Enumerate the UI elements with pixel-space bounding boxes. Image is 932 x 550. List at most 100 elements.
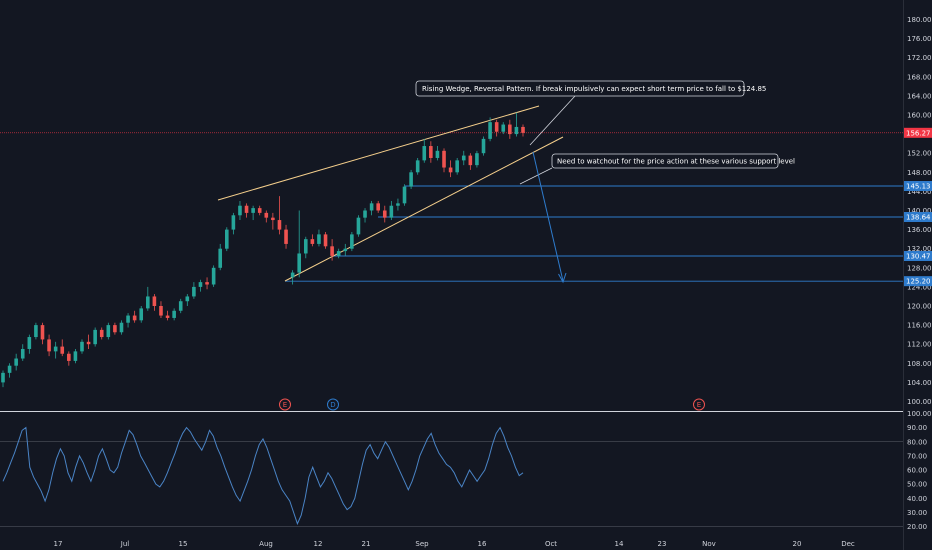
candle-body: [323, 234, 328, 247]
time-tick-label: 23: [658, 540, 667, 548]
rsi-tick-label: 70.00: [907, 452, 927, 460]
candle-body: [442, 150, 446, 168]
candle-body: [34, 325, 38, 338]
candle-body: [224, 229, 229, 249]
price-tick-label: 140.00: [907, 207, 932, 215]
rsi-axis: 100.00 90.00 80.00 70.00 60.00 50.00 40.00 30.0…: [907, 410, 932, 531]
price-badge-label: 145.13: [906, 183, 931, 191]
price-badge: [904, 181, 932, 192]
candle-body: [80, 341, 84, 352]
candle-body: [409, 172, 413, 187]
rsi-tick-label: 40.00: [907, 495, 927, 503]
candle-body: [178, 301, 183, 311]
candle-body: [415, 160, 420, 173]
rsi-line: [2, 426, 524, 526]
candle-body: [330, 246, 334, 256]
support-levels: [0, 132, 903, 282]
candle-body: [264, 212, 269, 218]
candle-body: [514, 126, 519, 135]
rsi-tick-label: 60.00: [907, 467, 927, 475]
candle-body: [455, 160, 459, 173]
candle-body: [205, 282, 209, 285]
candle-body: [429, 146, 433, 158]
time-tick-label: Dec: [841, 540, 855, 548]
candle-body: [139, 308, 144, 321]
candle-body: [53, 346, 58, 352]
rsi-tick-label: 90.00: [907, 424, 927, 432]
projection-arrow: [532, 151, 567, 284]
candle-body: [165, 315, 170, 318]
price-tick-label: 144.00: [907, 188, 932, 196]
candle-body: [146, 296, 150, 309]
candle-body: [481, 138, 486, 154]
rsi-tick-label: 50.00: [907, 481, 927, 489]
candle-body: [521, 126, 525, 133]
price-tick-label: 172.00: [907, 54, 932, 62]
time-tick-label: Jul: [120, 540, 130, 548]
candle-body: [211, 267, 216, 285]
rsi-tick-label: 80.00: [907, 438, 927, 446]
candle-body: [113, 325, 117, 333]
rsi-tick-label: 100.00: [907, 410, 932, 418]
candle-body: [277, 220, 282, 230]
candle-body: [7, 365, 12, 373]
event-marker: [693, 398, 705, 411]
candle-body: [1, 372, 5, 383]
annotation-support-box: [551, 153, 779, 169]
price-tick-label: 124.00: [907, 283, 932, 291]
time-axis: 17 Jul 15 Aug 12 21 Sep 16 Oct 14 23 Nov 20 Dec: [54, 540, 855, 548]
price-tick-label: 148.00: [907, 169, 932, 177]
price-tick-label: 104.00: [907, 379, 932, 387]
price-badge: [904, 251, 932, 262]
candle-body: [422, 146, 427, 161]
price-tick-label: 132.00: [907, 245, 932, 253]
price-tick-label: 152.00: [907, 150, 932, 158]
candle-body: [159, 306, 163, 316]
candle-body: [60, 346, 65, 354]
event-marker: [279, 398, 291, 411]
price-badge-label: 156.27: [906, 129, 931, 137]
candle-body: [218, 248, 223, 268]
time-tick-label: Sep: [415, 540, 429, 548]
candle-body: [402, 186, 407, 204]
price-tick-label: 180.00: [907, 16, 932, 24]
candle-body: [382, 210, 387, 218]
candle-body: [376, 203, 380, 211]
rising-wedge: [217, 105, 564, 282]
candle-body: [67, 353, 71, 361]
candle-body: [27, 337, 32, 349]
candle-body: [448, 167, 453, 173]
candle-body: [132, 315, 137, 321]
wedge-upper-line: [217, 105, 540, 201]
candle-body: [40, 325, 45, 340]
candle-body: [461, 155, 466, 161]
candle-body: [257, 208, 262, 213]
annotation-support-leader: [519, 167, 553, 185]
annotation-wedge[interactable]: Rising Wedge, Reversal Pattern. If break…: [415, 80, 766, 146]
annotation-support[interactable]: Need to watchout for the price action at…: [519, 153, 795, 185]
rsi-pane: [0, 426, 903, 527]
candle-body: [356, 217, 361, 235]
event-marker-label: E: [283, 401, 287, 409]
time-tick-label: 12: [314, 540, 323, 548]
candle-body: [336, 251, 341, 256]
time-tick-label: Oct: [545, 540, 557, 548]
candle-body: [297, 253, 302, 273]
event-marker-label: D: [330, 401, 335, 409]
candle-body: [494, 122, 499, 132]
candle-body: [152, 296, 157, 306]
time-tick-label: 20: [793, 540, 802, 548]
price-tick-label: 136.00: [907, 226, 932, 234]
candle-body: [192, 286, 196, 297]
candle-body: [310, 239, 315, 244]
price-tick-label: 116.00: [907, 322, 932, 330]
rsi-tick-label: 30.00: [907, 509, 927, 517]
price-tick-label: 168.00: [907, 73, 932, 81]
candle-body: [501, 124, 506, 132]
candle-body: [106, 325, 111, 338]
time-tick-label: 16: [478, 540, 487, 548]
candle-body: [271, 217, 275, 221]
candle-body: [508, 124, 512, 135]
